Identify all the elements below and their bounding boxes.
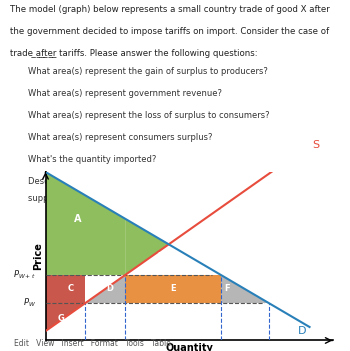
Text: C: C <box>68 285 74 293</box>
Text: What area(s) represent the loss of surplus to consumers?: What area(s) represent the loss of surpl… <box>28 111 270 120</box>
Text: $Q_D$: $Q_D$ <box>263 350 275 351</box>
Text: $Q_{D,t}$: $Q_{D,t}$ <box>212 350 230 351</box>
Text: F: F <box>224 285 230 293</box>
X-axis label: Quantity: Quantity <box>165 343 213 351</box>
Text: What area(s) represent consumers surplus?: What area(s) represent consumers surplus… <box>28 133 212 142</box>
Text: D: D <box>298 326 307 336</box>
Text: the government decided to impose tariffs on import. Consider the case of: the government decided to impose tariffs… <box>10 27 330 36</box>
Text: E: E <box>170 285 176 293</box>
Text: trade ̲a̲f̲t̲e̲r̲ tariffs. Please answer the following questions:: trade ̲a̲f̲t̲e̲r̲ tariffs. Please answer… <box>10 49 258 58</box>
Text: A: A <box>74 214 81 224</box>
Y-axis label: Price: Price <box>33 242 43 270</box>
Text: What area(s) represent the gain of surplus to producers?: What area(s) represent the gain of surpl… <box>28 67 268 77</box>
Polygon shape <box>85 275 125 303</box>
Text: $P_{W+t}$: $P_{W+t}$ <box>13 269 36 281</box>
Polygon shape <box>125 219 169 275</box>
Polygon shape <box>46 172 125 275</box>
Text: S: S <box>313 140 320 150</box>
Text: $Q_{S,t}$: $Q_{S,t}$ <box>117 350 133 351</box>
Text: What area(s) represent government revenue?: What area(s) represent government revenu… <box>28 89 222 98</box>
Polygon shape <box>221 275 269 303</box>
Text: $P_W$: $P_W$ <box>23 297 36 309</box>
Text: Describe the impact of a tariff on social welfare. Refer to the graph to: Describe the impact of a tariff on socia… <box>28 177 322 186</box>
Text: $Q_S$: $Q_S$ <box>80 350 91 351</box>
Text: Edit   View   Insert   Format   Tools   Table: Edit View Insert Format Tools Table <box>14 339 171 349</box>
Text: The model (graph) below represents a small country trade of good X after: The model (graph) below represents a sma… <box>10 5 330 14</box>
Polygon shape <box>46 303 85 331</box>
Polygon shape <box>46 275 85 303</box>
Text: What's the quantity imported?: What's the quantity imported? <box>28 155 156 164</box>
Text: support your answer.: support your answer. <box>28 194 117 203</box>
Text: B: B <box>157 252 163 261</box>
Text: G: G <box>58 313 65 323</box>
Polygon shape <box>125 275 221 303</box>
Text: D: D <box>106 285 113 293</box>
